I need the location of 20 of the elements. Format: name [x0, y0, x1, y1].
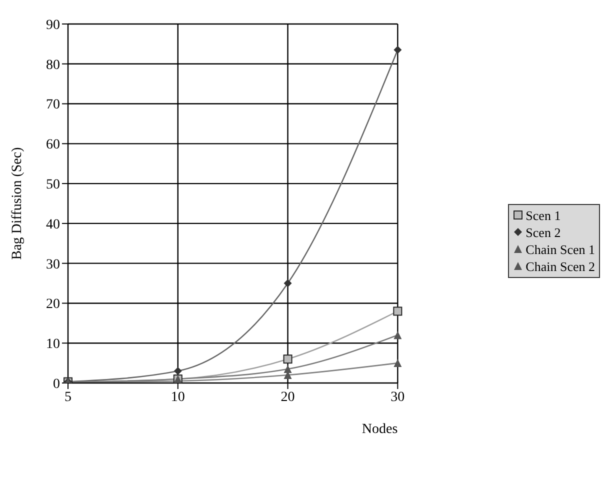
y-axis-title: Bag Diffusion (Sec) [10, 146, 25, 260]
x-axis-title: Nodes [362, 422, 398, 437]
y-tick-label: 30 [46, 257, 60, 272]
y-tick-label: 0 [53, 376, 60, 392]
x-tick-label: 5 [64, 390, 72, 405]
y-tick-label: 20 [46, 297, 60, 312]
x-tick-label: 10 [170, 390, 185, 405]
y-tick-label: 80 [46, 58, 60, 73]
legend-label: Scen 2 [526, 224, 561, 240]
legend-label: Chain Scen 1 [526, 240, 595, 258]
legend-label: Chain Scen 2 [526, 258, 595, 274]
y-tick-label: 10 [46, 337, 60, 352]
x-tick-label: 30 [390, 390, 405, 405]
y-tick-label: 40 [46, 217, 60, 232]
x-tick-label: 20 [280, 390, 295, 405]
y-tick-label: 90 [46, 18, 60, 33]
legend-label: Scen 1 [526, 206, 561, 224]
y-tick-label: 50 [46, 178, 60, 193]
y-tick-label: 70 [46, 98, 60, 113]
y-tick-label: 60 [46, 138, 60, 153]
